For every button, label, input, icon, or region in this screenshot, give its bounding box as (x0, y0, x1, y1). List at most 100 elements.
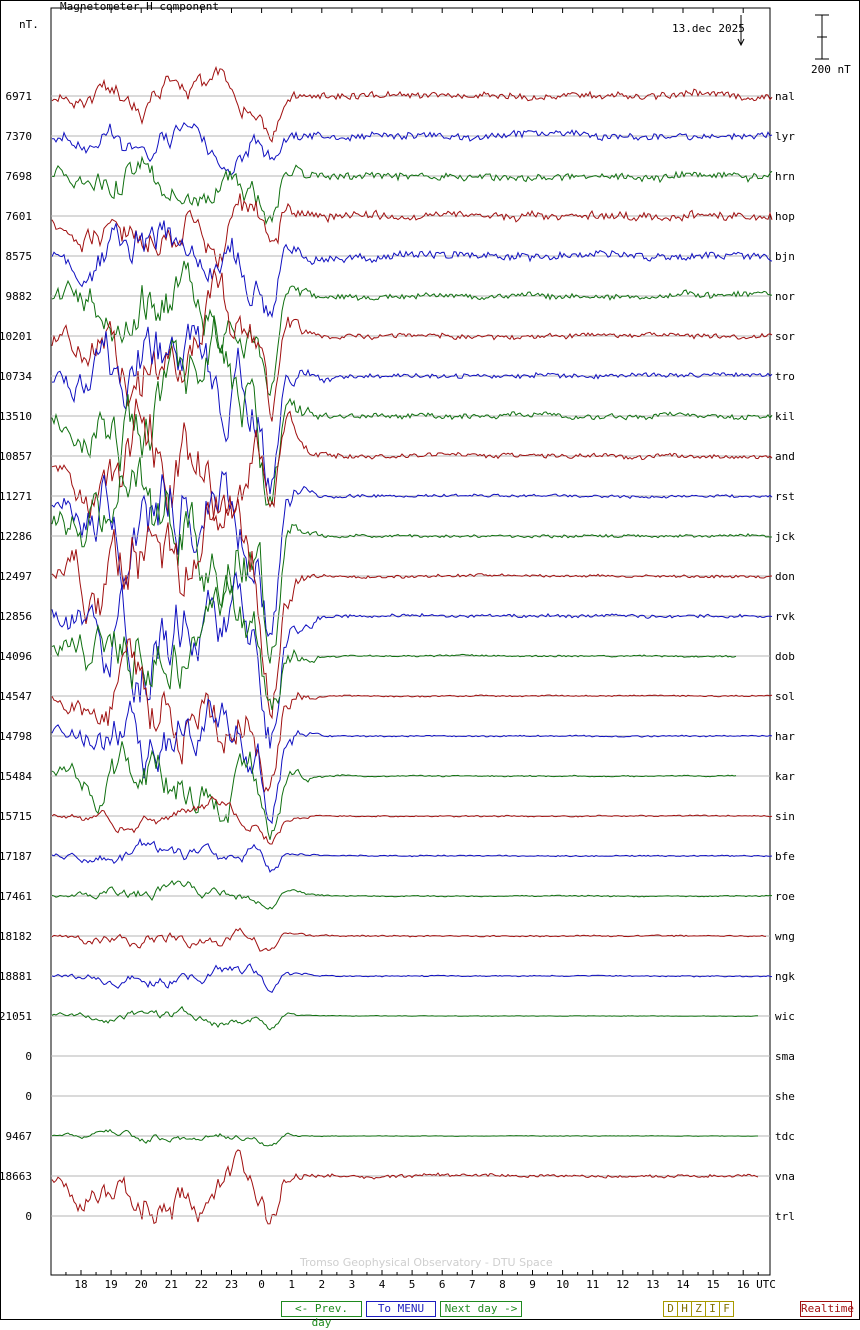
x-tick-label: 9 (529, 1278, 536, 1291)
station-baseline-label: 12497 (0, 570, 32, 583)
station-trace-roe (51, 879, 773, 910)
station-trace-rvk (51, 571, 773, 749)
menu-button[interactable]: To MENU (366, 1301, 436, 1317)
station-trace-vna (51, 1149, 759, 1225)
station-trace-jck (51, 457, 773, 664)
station-code-label: trl (775, 1210, 795, 1223)
date-label: 13.dec 2025 (672, 22, 745, 35)
station-baseline-label: 18881 (0, 970, 32, 983)
x-tick-label: 13 (646, 1278, 659, 1291)
station-baseline-label: 15484 (0, 770, 32, 783)
station-trace-don (51, 494, 773, 720)
station-baseline-label: 0 (25, 1090, 32, 1103)
station-code-label: sol (775, 690, 795, 703)
station-code-label: rvk (775, 610, 795, 623)
station-baseline-label: 14798 (0, 730, 32, 743)
station-trace-sol (51, 638, 773, 793)
x-tick-label: 0 (258, 1278, 265, 1291)
station-baseline-label: 0 (25, 1050, 32, 1063)
prev-day-button[interactable]: <- Prev. day (281, 1301, 362, 1329)
x-tick-label: 23 (225, 1278, 238, 1291)
station-code-label: she (775, 1090, 795, 1103)
station-baseline-label: 9882 (6, 290, 33, 303)
station-baseline-label: 11271 (0, 490, 32, 503)
station-baseline-label: 9467 (6, 1130, 33, 1143)
x-tick-label: 3 (349, 1278, 356, 1291)
station-code-label: har (775, 730, 795, 743)
station-baseline-label: 7601 (6, 210, 33, 223)
station-baseline-label: 7370 (6, 130, 33, 143)
station-trace-wng (51, 927, 767, 952)
station-baseline-label: 10201 (0, 330, 32, 343)
station-code-label: dob (775, 650, 795, 663)
station-baseline-label: 0 (25, 1210, 32, 1223)
x-tick-label: 11 (586, 1278, 599, 1291)
date-marker-arrowhead (737, 38, 745, 47)
station-trace-tdc (51, 1128, 758, 1147)
station-trace-kil (51, 315, 773, 506)
station-baseline-label: 17461 (0, 890, 32, 903)
station-baseline-label: 21051 (0, 1010, 32, 1023)
station-code-label: sor (775, 330, 795, 343)
station-code-label: hop (775, 210, 795, 223)
station-baseline-label: 10734 (0, 370, 32, 383)
station-baseline-label: 6971 (6, 90, 33, 103)
station-code-label: vna (775, 1170, 795, 1183)
station-code-label: bfe (775, 850, 795, 863)
station-trace-hrn (51, 155, 773, 226)
x-tick-label: 12 (616, 1278, 629, 1291)
x-tick-label: 1 (288, 1278, 295, 1291)
component-h-button[interactable]: H (678, 1302, 692, 1316)
scale-bar-label: 200 nT (811, 63, 851, 76)
station-trace-tro (51, 323, 773, 495)
station-code-label: bjn (775, 250, 795, 263)
station-baseline-label: 10857 (0, 450, 32, 463)
chart-title: Magnetometer H component (60, 0, 219, 13)
station-baseline-label: 17187 (0, 850, 32, 863)
station-trace-ngk (51, 963, 773, 993)
station-code-label: kar (775, 770, 795, 783)
x-tick-label: 4 (379, 1278, 386, 1291)
station-trace-bjn (51, 220, 773, 319)
station-trace-wic (51, 1005, 758, 1031)
next-day-button[interactable]: Next day -> (440, 1301, 522, 1317)
station-code-label: jck (775, 530, 795, 543)
station-code-label: tro (775, 370, 795, 383)
x-tick-label: 14 (676, 1278, 690, 1291)
station-baseline-label: 12286 (0, 530, 32, 543)
station-baseline-label: 14547 (0, 690, 32, 703)
station-baseline-label: 7698 (6, 170, 33, 183)
x-tick-label: 16 (737, 1278, 750, 1291)
station-code-label: sin (775, 810, 795, 823)
x-tick-label: 22 (195, 1278, 208, 1291)
footer-credit: Tromso Geophysical Observatory - DTU Spa… (300, 1256, 553, 1269)
x-tick-label: 21 (165, 1278, 178, 1291)
x-tick-label: 7 (469, 1278, 476, 1291)
station-code-label: sma (775, 1050, 795, 1063)
station-trace-dob (51, 574, 737, 710)
x-tick-label: 19 (104, 1278, 117, 1291)
component-z-button[interactable]: Z (692, 1302, 706, 1316)
station-code-label: wic (775, 1010, 795, 1023)
station-trace-sin (51, 795, 773, 845)
station-baseline-label: 13510 (0, 410, 32, 423)
station-trace-and (51, 398, 773, 531)
station-trace-har (51, 698, 773, 825)
station-trace-hop (51, 193, 773, 268)
station-trace-kar (51, 741, 737, 840)
x-tick-label: 15 (706, 1278, 719, 1291)
station-trace-lyr (52, 122, 773, 175)
realtime-button[interactable]: Realtime (800, 1301, 854, 1317)
station-trace-sor (51, 269, 773, 422)
station-code-label: hrn (775, 170, 795, 183)
component-d-button[interactable]: D (664, 1302, 678, 1316)
x-unit-label: UTC (756, 1278, 776, 1291)
station-baseline-label: 8575 (6, 250, 33, 263)
component-i-button[interactable]: I (706, 1302, 720, 1316)
component-f-button[interactable]: F (723, 1302, 730, 1315)
station-code-label: lyr (775, 130, 795, 143)
station-code-label: tdc (775, 1130, 795, 1143)
station-baseline-label: 18182 (0, 930, 32, 943)
x-tick-label: 18 (74, 1278, 87, 1291)
